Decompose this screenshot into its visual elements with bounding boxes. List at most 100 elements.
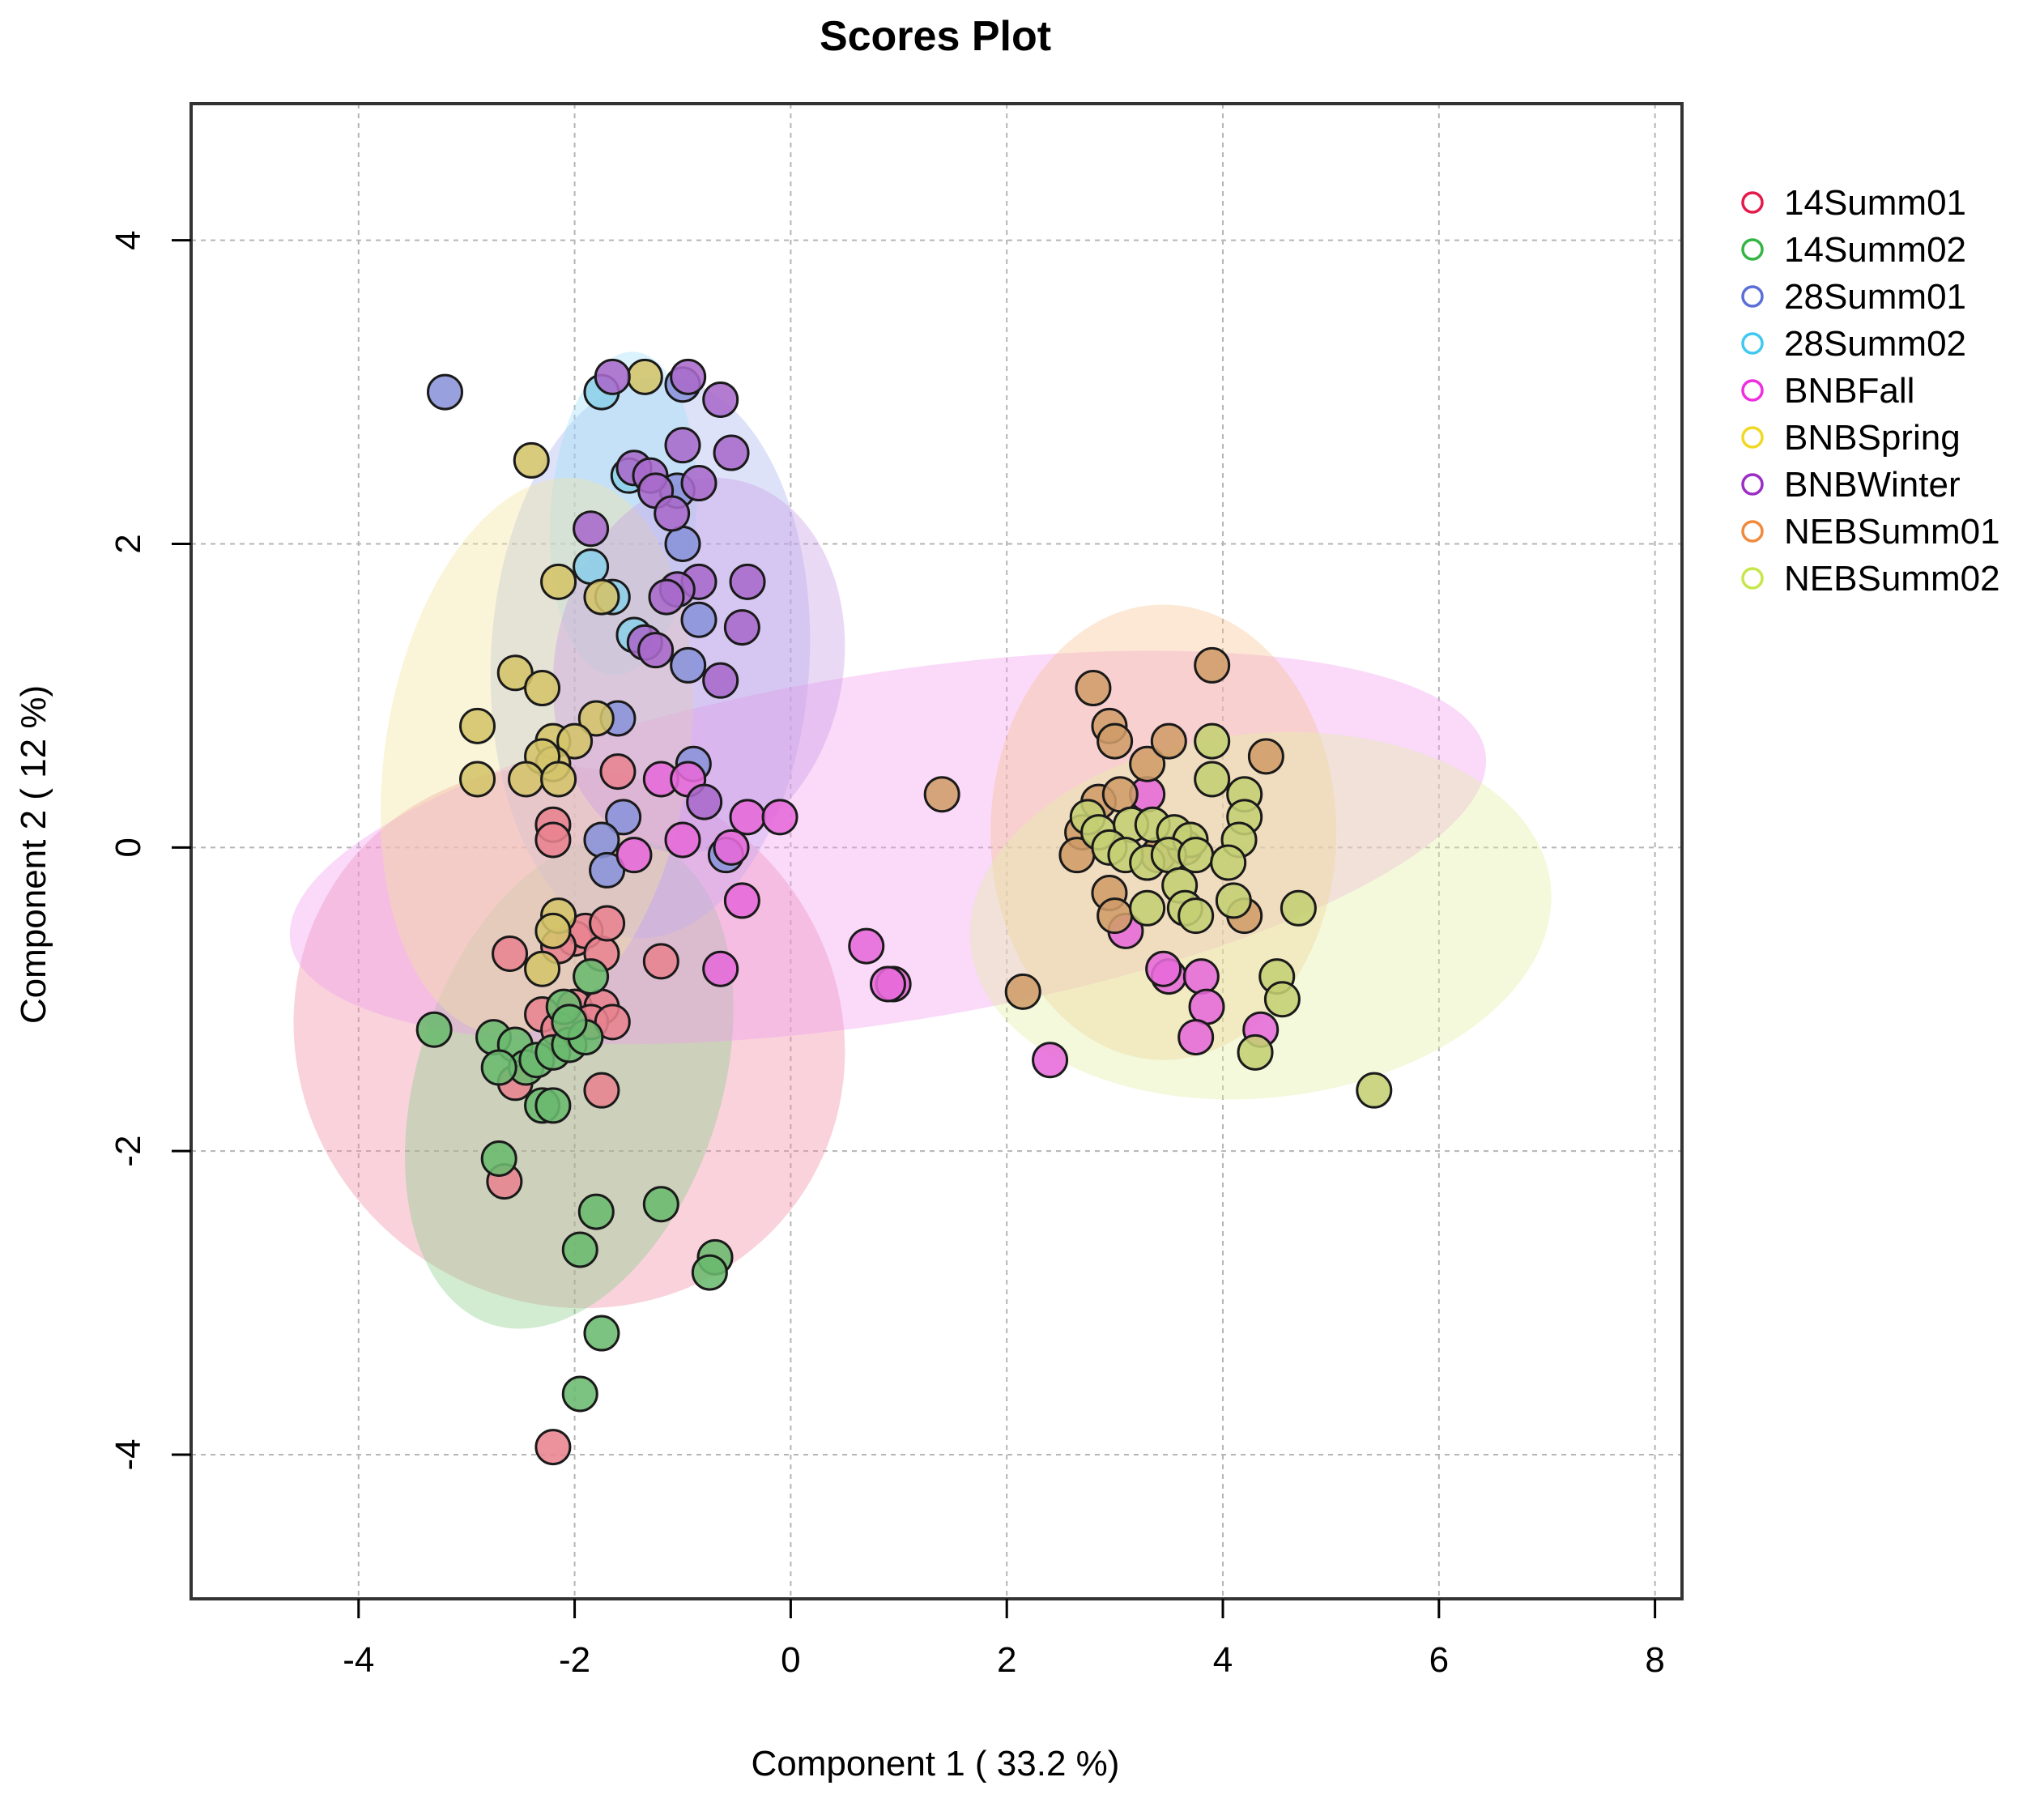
point-28summ01	[427, 373, 464, 411]
legend-label-nebsumm01: NEBSumm01	[1784, 512, 2000, 552]
point-bnbwinter	[686, 783, 723, 820]
point-bnbwinter	[729, 563, 766, 600]
point-nebsumm01	[1097, 897, 1134, 935]
point-nebsumm02	[1194, 761, 1231, 798]
grid-lines	[191, 104, 1682, 1599]
point-14summ01	[534, 821, 572, 859]
point-nebsumm01	[1194, 646, 1231, 684]
point-nebsumm01	[1129, 745, 1166, 782]
point-14summ02	[561, 1231, 598, 1268]
point-bnbwinter	[670, 358, 707, 395]
y-tick-label: 0	[109, 837, 148, 857]
point-bnbwinter	[713, 434, 750, 471]
score-points	[415, 358, 1393, 1466]
point-bnbfall	[1177, 1019, 1215, 1056]
legend-label-bnbfall: BNBFall	[1784, 371, 1914, 411]
point-bnbfall	[702, 950, 739, 987]
point-bnbspring	[524, 670, 561, 707]
point-14summ02	[480, 1140, 517, 1178]
legend-label-bnbspring: BNBSpring	[1784, 418, 1961, 458]
point-bnbspring	[540, 563, 577, 600]
point-14summ02	[534, 1087, 572, 1124]
legend-label-14summ02: 14Summ02	[1784, 230, 1966, 270]
point-14summ01	[534, 1429, 572, 1466]
point-bnbfall	[1182, 958, 1220, 995]
point-14summ02	[642, 1186, 679, 1223]
point-nebsumm01	[1101, 776, 1139, 813]
point-nebsumm02	[1215, 882, 1252, 919]
point-bnbwinter	[654, 495, 691, 532]
point-nebsumm02	[1237, 1033, 1274, 1071]
point-14summ02	[583, 1315, 620, 1352]
point-14summ02	[480, 1049, 517, 1086]
x-tick-label: 0	[781, 1640, 800, 1680]
x-tick-label: 6	[1429, 1640, 1449, 1680]
point-bnbfall	[664, 821, 701, 859]
y-tick-label: 2	[109, 534, 148, 553]
point-bnbwinter	[648, 578, 685, 616]
point-nebsumm02	[1263, 981, 1301, 1018]
point-14summ01	[642, 943, 679, 980]
x-tick-label: -4	[343, 1640, 374, 1680]
point-14summ01	[492, 935, 529, 973]
point-28summ01	[670, 646, 707, 684]
point-bnbwinter	[573, 510, 610, 548]
point-bnbwinter	[637, 632, 675, 669]
y-axis-label: Component 2 ( 12 %)	[14, 685, 53, 1024]
point-28summ01	[605, 799, 642, 836]
point-nebsumm02	[1280, 889, 1317, 927]
point-14summ01	[599, 753, 637, 791]
confidence-ellipses	[289, 352, 1552, 1329]
point-bnbwinter	[594, 358, 631, 395]
point-bnbspring	[513, 441, 550, 479]
point-bnbspring	[534, 912, 572, 949]
plot-frame	[189, 102, 1684, 1600]
point-nebsumm02	[1177, 837, 1215, 874]
point-bnbfall	[1145, 950, 1182, 987]
point-14summ02	[561, 1375, 598, 1413]
legend-label-14summ01: 14Summ01	[1784, 183, 1966, 223]
legend-marker-nebsumm02	[1741, 567, 1764, 590]
chart-title: Scores Plot	[820, 13, 1051, 60]
y-tick-label: 4	[109, 230, 148, 249]
legend-marker-14summ02	[1741, 238, 1764, 261]
point-bnbwinter	[664, 427, 701, 464]
point-nebsumm01	[1004, 973, 1041, 1010]
point-28summ02	[573, 548, 610, 586]
point-bnbspring	[577, 700, 615, 737]
y-axis: -4 -2 0 2 4	[109, 230, 191, 1471]
point-14summ02	[415, 1011, 453, 1048]
x-tick-label: 2	[997, 1640, 1016, 1680]
point-nebsumm02	[1194, 722, 1231, 760]
point-bnbfall	[615, 837, 653, 874]
point-bnbspring	[583, 578, 620, 616]
x-axis: -4 -2 0 2 4 6 8	[343, 1599, 1665, 1680]
point-bnbspring	[459, 707, 496, 744]
point-nebsumm02	[1356, 1072, 1393, 1109]
x-tick-label: -2	[559, 1640, 590, 1680]
point-nebsumm01	[1097, 722, 1134, 760]
point-bnbspring	[524, 950, 561, 987]
legend-marker-28summ01	[1741, 285, 1764, 308]
point-14summ01	[589, 905, 626, 942]
point-nebsumm02	[1210, 844, 1247, 881]
point-bnbspring	[556, 722, 594, 760]
point-nebsumm01	[1150, 722, 1187, 760]
point-14summ02	[573, 958, 610, 995]
legend: 14Summ01 14Summ02 28Summ01 28Summ02 BNBFall B…	[1741, 183, 2000, 599]
point-14summ01	[583, 1072, 620, 1109]
point-nebsumm01	[1075, 670, 1112, 707]
point-14summ02	[691, 1254, 728, 1291]
point-bnbfall	[869, 965, 906, 1003]
legend-label-nebsumm02: NEBSumm02	[1784, 559, 2000, 599]
point-bnbfall	[761, 799, 798, 836]
point-14summ02	[577, 1193, 615, 1230]
point-bnbfall	[729, 799, 766, 836]
legend-marker-bnbfall	[1741, 379, 1764, 402]
point-bnbwinter	[702, 662, 739, 699]
point-nebsumm02	[1129, 889, 1166, 927]
point-bnbfall	[723, 882, 760, 919]
point-28summ01	[664, 525, 701, 562]
